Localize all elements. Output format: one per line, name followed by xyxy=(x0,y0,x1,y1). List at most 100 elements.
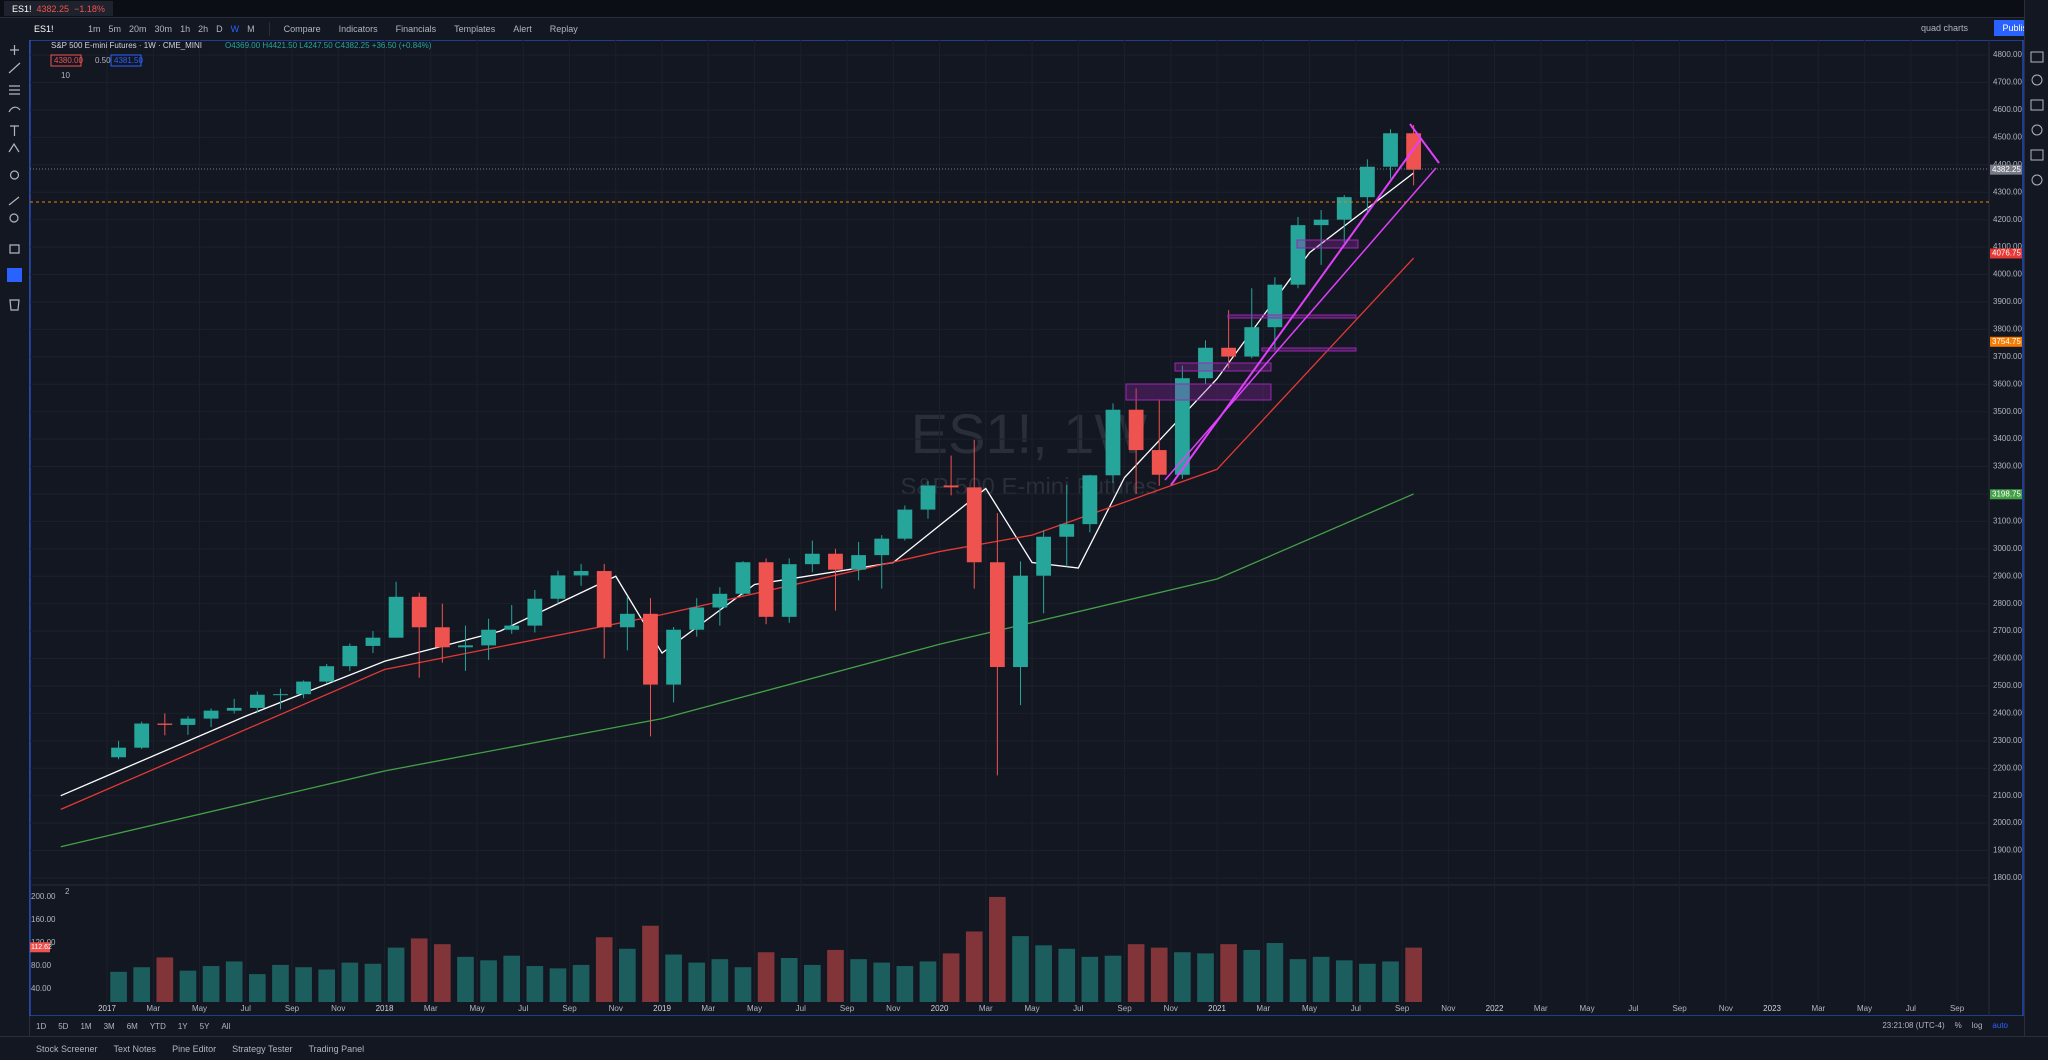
sell-box[interactable] xyxy=(50,54,82,67)
y-tick-label: 4100.00 xyxy=(1993,242,2022,251)
interval-button[interactable]: 20m xyxy=(129,24,147,34)
ideas-icon[interactable] xyxy=(2030,149,2044,161)
drawing-toolbar xyxy=(0,40,30,1036)
interval-button[interactable]: M xyxy=(247,24,255,34)
tab[interactable]: ES1! 4382.25 −1.18% xyxy=(4,1,113,16)
panel-tab[interactable]: Stock Screener xyxy=(36,1043,98,1054)
volume-bar xyxy=(1058,948,1076,1002)
x-tick-label: Nov xyxy=(1164,1004,1178,1013)
volume-bar xyxy=(549,968,567,1002)
auto-toggle[interactable]: auto xyxy=(1992,1021,2008,1030)
data-icon[interactable] xyxy=(2030,99,2044,111)
toolbar-button[interactable]: Financials xyxy=(395,24,437,34)
x-tick-label: Nov xyxy=(1441,1004,1455,1013)
pattern-tool[interactable] xyxy=(8,142,20,153)
range-button[interactable]: 1D xyxy=(36,1021,47,1031)
interval-button[interactable]: 30m xyxy=(154,24,173,34)
y-tick-label: 1900.00 xyxy=(1993,846,2022,855)
range-button[interactable]: 5D xyxy=(58,1021,69,1031)
candles xyxy=(111,125,1422,776)
volume-bar xyxy=(1174,952,1191,1002)
panel-tab[interactable]: Pine Editor xyxy=(172,1043,217,1054)
x-tick-label: Nov xyxy=(1719,1004,1733,1013)
candle-body xyxy=(619,613,635,628)
fib-tool[interactable] xyxy=(9,85,20,95)
y-tick-label: 2500.00 xyxy=(1993,681,2022,690)
indicator-count[interactable]: 10 xyxy=(61,71,70,80)
symbol-search[interactable]: ES1! xyxy=(34,24,54,34)
volume-bar xyxy=(896,966,914,1002)
panel-tab[interactable]: Text Notes xyxy=(113,1043,157,1054)
range-button[interactable]: 1Y xyxy=(177,1021,188,1031)
eye-tool[interactable] xyxy=(9,170,20,180)
ask: 4381.50 xyxy=(114,56,143,65)
x-tick-label: Mar xyxy=(146,1004,160,1013)
log-toggle[interactable]: log xyxy=(1971,1021,1983,1030)
crosshair-tool[interactable] xyxy=(10,45,19,55)
y-tick-label: 3900.00 xyxy=(1993,297,2022,306)
y-tick-label: 2100.00 xyxy=(1993,791,2022,800)
price-label: 4076.75 xyxy=(1992,249,2021,258)
panel-tab[interactable]: Trading Panel xyxy=(308,1043,365,1054)
candle-body xyxy=(1082,475,1098,525)
y-tick-label: 4000.00 xyxy=(1993,270,2022,279)
volume-bar xyxy=(341,962,359,1002)
interval-button[interactable]: W xyxy=(230,24,240,34)
candle-body xyxy=(273,694,288,696)
toolbar-button[interactable]: Alert xyxy=(513,24,532,34)
trash-tool[interactable] xyxy=(9,299,20,311)
candle-body xyxy=(458,645,473,648)
toolbar-button[interactable]: Templates xyxy=(454,24,496,34)
range-button[interactable]: 5Y xyxy=(199,1021,210,1031)
toolbar-button[interactable]: Compare xyxy=(283,24,321,34)
y-tick-label: 2800.00 xyxy=(1993,599,2022,608)
range-button[interactable]: YTD xyxy=(149,1021,166,1031)
zoom-tool[interactable] xyxy=(9,213,19,223)
layout-name[interactable]: quad charts xyxy=(1920,23,1968,33)
candle-body xyxy=(1174,378,1190,475)
trendline-tool[interactable] xyxy=(8,62,21,74)
x-tick-label: Jul xyxy=(241,1004,251,1013)
candle-body xyxy=(1313,219,1329,226)
volume-bar xyxy=(1220,944,1237,1002)
candle-body xyxy=(804,553,820,565)
interval-button[interactable]: 1m xyxy=(88,24,101,34)
y-tick-label: 2000.00 xyxy=(1993,818,2022,827)
candle-body xyxy=(689,607,705,630)
volume-indicator-count[interactable]: 2 xyxy=(65,887,70,896)
percent-toggle[interactable]: % xyxy=(1954,1021,1962,1030)
active-tool[interactable] xyxy=(7,268,22,282)
watchlist-icon[interactable] xyxy=(2030,51,2044,63)
volume-bar xyxy=(989,896,1006,1002)
magnet-tool[interactable] xyxy=(9,244,20,254)
ruler-tool[interactable] xyxy=(8,196,20,206)
alerts-icon[interactable] xyxy=(2031,74,2043,86)
range-button[interactable]: 3M xyxy=(103,1021,115,1031)
candle-body xyxy=(319,666,335,682)
brush-tool[interactable] xyxy=(8,106,21,113)
interval-button[interactable]: 1h xyxy=(180,24,191,34)
y-tick-label: 2400.00 xyxy=(1993,708,2022,717)
range-button[interactable]: All xyxy=(221,1021,231,1031)
volume-bar xyxy=(1127,944,1145,1002)
range-button[interactable]: 6M xyxy=(126,1021,138,1031)
interval-button[interactable]: 2h xyxy=(198,24,209,34)
x-tick-label: Mar xyxy=(979,1004,993,1013)
range-button[interactable]: 1M xyxy=(80,1021,92,1031)
calendar-icon[interactable] xyxy=(2031,124,2043,136)
chat-icon[interactable] xyxy=(2031,174,2043,186)
toolbar-button[interactable]: Indicators xyxy=(338,24,378,34)
text-tool[interactable] xyxy=(10,125,19,136)
trendline xyxy=(1409,123,1440,164)
y-tick-label: 1800.00 xyxy=(1993,873,2022,882)
interval-button[interactable]: D xyxy=(216,24,223,34)
y-tick-label: 3700.00 xyxy=(1993,352,2022,361)
interval-button[interactable]: 5m xyxy=(108,24,122,34)
buy-box[interactable] xyxy=(110,54,142,67)
x-tick-label: 2019 xyxy=(653,1004,671,1013)
candle-body xyxy=(943,485,959,488)
panel-tab[interactable]: Strategy Tester xyxy=(232,1043,293,1054)
x-tick-label: May xyxy=(747,1004,762,1013)
toolbar-button[interactable]: Replay xyxy=(549,24,578,34)
candle-body xyxy=(249,694,265,708)
